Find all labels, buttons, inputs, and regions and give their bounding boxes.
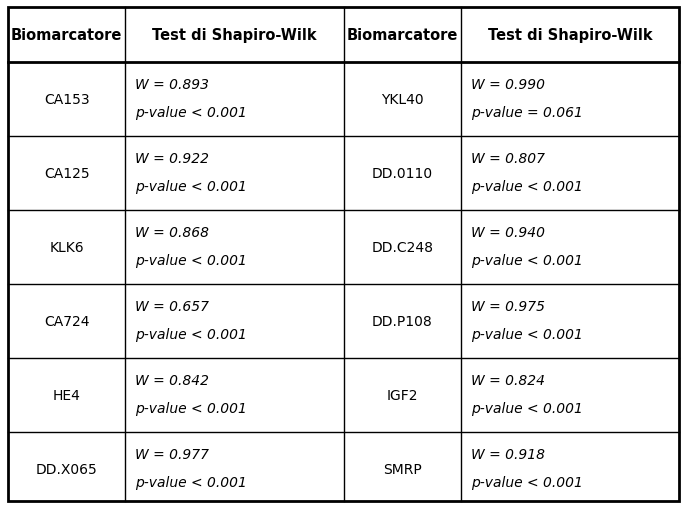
Text: W = 0.657: W = 0.657 <box>135 300 210 314</box>
Text: W = 0.893: W = 0.893 <box>135 78 210 92</box>
Text: p-value < 0.001: p-value < 0.001 <box>471 402 583 415</box>
Text: p-value < 0.001: p-value < 0.001 <box>135 180 247 194</box>
Text: CA153: CA153 <box>44 93 89 107</box>
Text: YKL40: YKL40 <box>381 93 423 107</box>
Text: W = 0.824: W = 0.824 <box>471 374 545 387</box>
Text: p-value < 0.001: p-value < 0.001 <box>471 328 583 342</box>
Text: p-value < 0.001: p-value < 0.001 <box>135 254 247 268</box>
Text: DD.C248: DD.C248 <box>371 241 433 254</box>
Text: W = 0.868: W = 0.868 <box>135 226 210 240</box>
Text: p-value < 0.001: p-value < 0.001 <box>471 180 583 194</box>
Text: KLK6: KLK6 <box>49 241 84 254</box>
Text: W = 0.842: W = 0.842 <box>135 374 210 387</box>
Text: Biomarcatore: Biomarcatore <box>346 28 458 43</box>
Text: p-value = 0.061: p-value = 0.061 <box>471 106 583 120</box>
Text: W = 0.807: W = 0.807 <box>471 152 545 166</box>
Text: p-value < 0.001: p-value < 0.001 <box>135 402 247 415</box>
Text: p-value < 0.001: p-value < 0.001 <box>135 475 247 489</box>
Text: SMRP: SMRP <box>383 462 422 476</box>
Text: HE4: HE4 <box>53 388 80 402</box>
Text: DD.0110: DD.0110 <box>372 166 433 181</box>
Text: p-value < 0.001: p-value < 0.001 <box>135 328 247 342</box>
Text: Biomarcatore: Biomarcatore <box>11 28 122 43</box>
Text: W = 0.922: W = 0.922 <box>135 152 210 166</box>
Text: p-value < 0.001: p-value < 0.001 <box>135 106 247 120</box>
Text: p-value < 0.001: p-value < 0.001 <box>471 475 583 489</box>
Text: DD.P108: DD.P108 <box>372 315 433 328</box>
Text: W = 0.918: W = 0.918 <box>471 447 545 461</box>
Text: W = 0.975: W = 0.975 <box>471 300 545 314</box>
Text: CA125: CA125 <box>44 166 89 181</box>
Text: DD.X065: DD.X065 <box>36 462 98 476</box>
Text: CA724: CA724 <box>44 315 89 328</box>
Text: Test di Shapiro-Wilk: Test di Shapiro-Wilk <box>152 28 317 43</box>
Text: W = 0.940: W = 0.940 <box>471 226 545 240</box>
Text: IGF2: IGF2 <box>387 388 418 402</box>
Text: W = 0.990: W = 0.990 <box>471 78 545 92</box>
Text: p-value < 0.001: p-value < 0.001 <box>471 254 583 268</box>
Text: W = 0.977: W = 0.977 <box>135 447 210 461</box>
Text: Test di Shapiro-Wilk: Test di Shapiro-Wilk <box>488 28 652 43</box>
